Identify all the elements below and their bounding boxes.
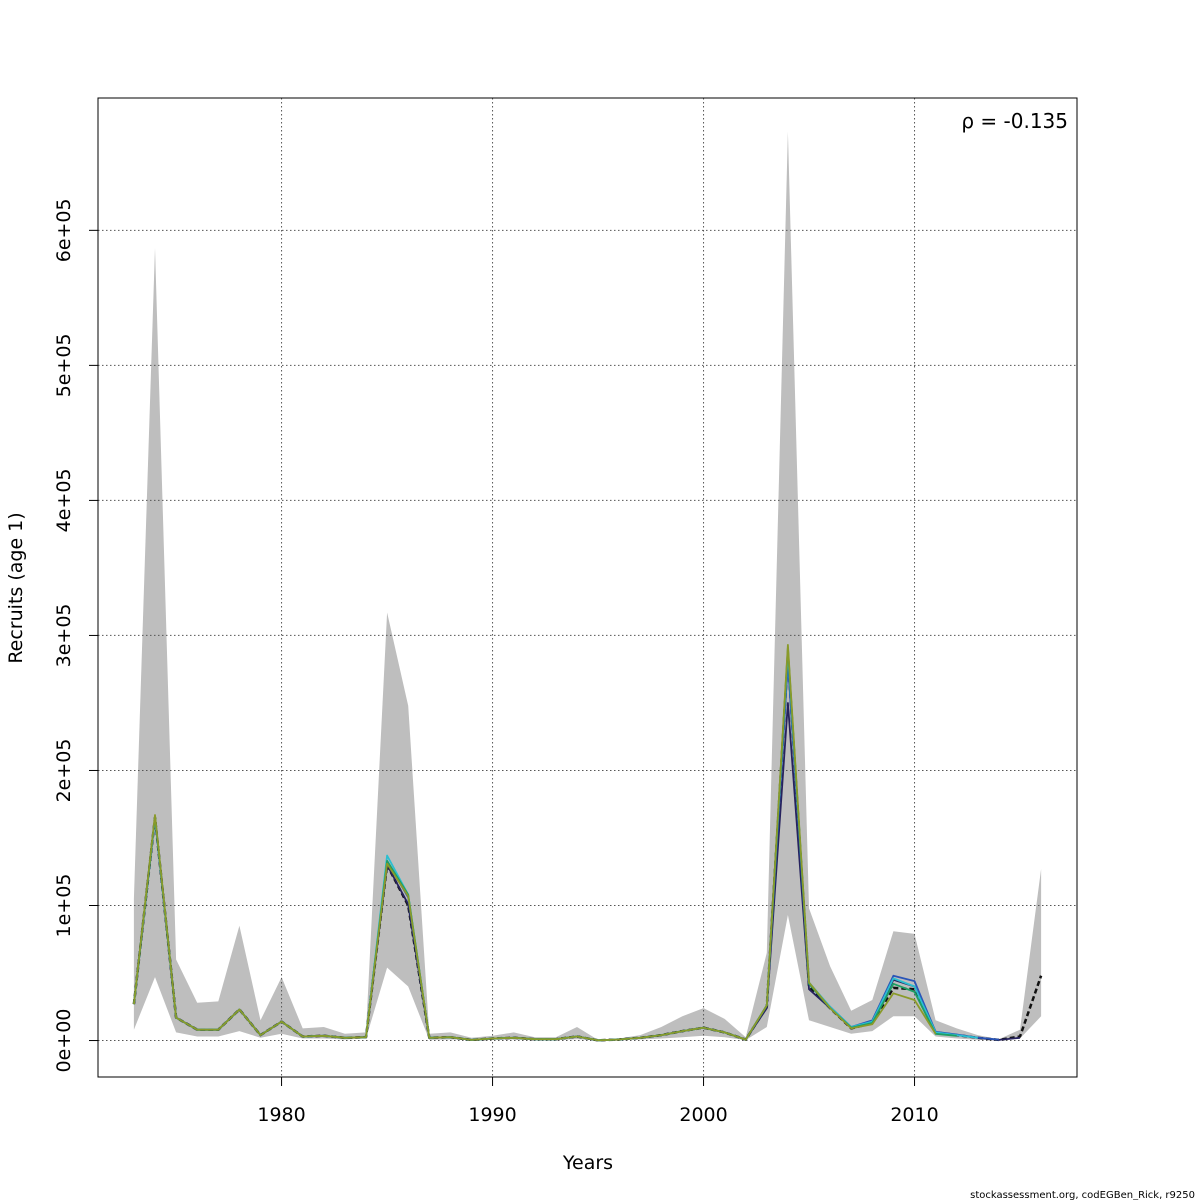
footer-credit: stockassessment.org, codEGBen_Rick, r925…	[970, 1190, 1195, 1200]
x-tick-label: 1990	[468, 1104, 516, 1126]
y-tick-label: 0e+00	[53, 1009, 75, 1073]
x-axis: 1980 1990 2000 2010	[257, 1077, 939, 1126]
y-tick-label: 5e+05	[53, 333, 75, 397]
x-tick-label: 2000	[679, 1104, 727, 1126]
x-axis-title: Years	[562, 1152, 613, 1174]
x-tick-label: 1980	[257, 1104, 305, 1126]
grid-layer	[98, 98, 1077, 1077]
y-tick-label: 4e+05	[53, 468, 75, 532]
series-line-peel-5	[133, 644, 937, 1042]
confidence-band	[133, 131, 1042, 1041]
series-line-peel-2	[133, 661, 999, 1042]
y-tick-label: 3e+05	[53, 603, 75, 667]
y-tick-label: 6e+05	[53, 198, 75, 262]
y-tick-label: 1e+05	[53, 874, 75, 938]
plot-frame	[97, 97, 1078, 1078]
y-axis-title: Recruits (age 1)	[5, 512, 27, 663]
y-tick-label: 2e+05	[53, 739, 75, 803]
y-axis: 0e+00 1e+05 2e+05 3e+05 4e+05 5e+05 6e+05	[53, 198, 98, 1072]
series-layer	[132, 644, 1043, 1042]
x-tick-label: 2010	[890, 1104, 938, 1126]
rho-annotation: ρ = -0.135	[961, 109, 1068, 133]
series-line-peel-3	[133, 650, 978, 1042]
confidence-band-layer	[133, 131, 1042, 1041]
